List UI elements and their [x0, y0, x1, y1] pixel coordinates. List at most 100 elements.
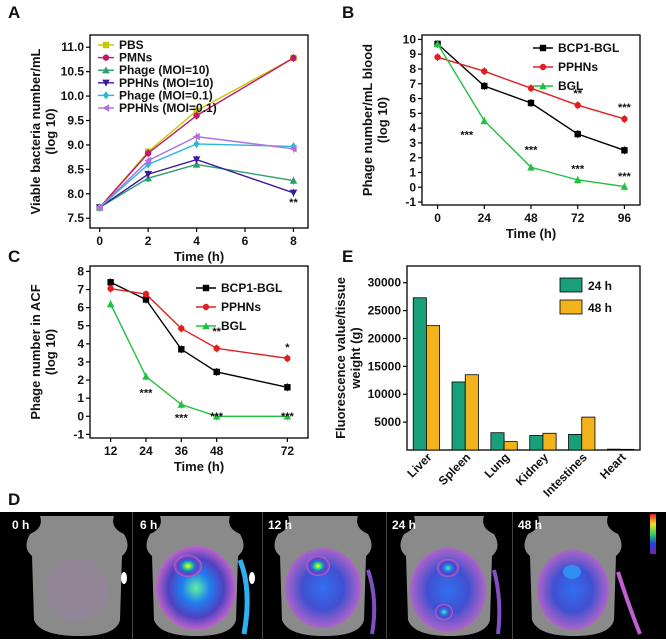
imaging-frame-0h: 0 h	[12, 516, 128, 636]
data-point	[212, 412, 221, 420]
significance-mark: *	[285, 342, 290, 354]
legend-label: BCP1-BGL	[221, 281, 282, 295]
series-line	[99, 163, 294, 209]
x-tick-label: 48	[210, 444, 224, 458]
y-tick-label: 3	[77, 355, 84, 369]
bar	[412, 297, 427, 451]
legend-marker	[102, 91, 110, 100]
y-tick-label: 10.5	[61, 65, 85, 79]
data-point	[290, 54, 297, 62]
data-point	[95, 203, 103, 212]
panel-letter-c: C	[8, 247, 20, 266]
bar	[620, 448, 635, 451]
color-scale-bar	[650, 514, 656, 554]
y-tick-label: 7	[77, 283, 84, 297]
data-point	[284, 355, 291, 362]
legend-marker	[202, 322, 210, 330]
series-line	[99, 57, 294, 208]
data-point	[527, 99, 535, 107]
data-point	[178, 325, 185, 332]
y-axis-title-line: Fluorescence value/tissue	[333, 277, 348, 439]
significance-mark: **	[289, 197, 298, 209]
data-point	[144, 156, 152, 165]
y-axis-title: Phage number/mL blood(log 10)	[360, 44, 390, 196]
significance-mark: ***	[140, 387, 154, 399]
y-tick-label: 9.5	[67, 114, 84, 128]
data-point	[142, 372, 150, 380]
tail-signal	[616, 571, 642, 635]
data-point	[193, 107, 200, 114]
y-tick-label: -1	[405, 195, 416, 209]
legend-marker	[102, 66, 110, 74]
y-tick-label: 8.5	[67, 162, 84, 176]
reference-marker	[249, 572, 255, 584]
imaging-frame-12h: 12 h	[262, 512, 377, 639]
x-tick-label: 0	[96, 234, 103, 248]
y-tick-label: 7.5	[67, 211, 84, 225]
frame-divider	[132, 512, 133, 639]
plot-frame	[89, 34, 309, 229]
y-tick-label: 1	[409, 165, 416, 179]
y-tick-label: 0	[77, 409, 84, 423]
data-point	[573, 176, 582, 184]
significance-mark: ***	[281, 411, 295, 423]
series-line	[99, 143, 294, 209]
bar	[581, 416, 596, 451]
data-point	[107, 279, 114, 286]
imaging-frame-6h: 6 h	[132, 512, 255, 639]
y-tick-label: 4	[409, 121, 416, 135]
data-point	[192, 160, 201, 168]
data-point	[527, 85, 535, 92]
series-line	[99, 158, 294, 209]
y-axis-title-line: Phage number in ACF	[28, 284, 43, 419]
legend-marker	[539, 63, 547, 71]
data-point	[284, 384, 291, 391]
data-point	[107, 285, 114, 292]
data-point	[144, 171, 152, 179]
time-label-24h: 24 h	[392, 518, 416, 532]
legend-marker	[102, 79, 110, 87]
significance-mark: **	[573, 88, 582, 100]
y-axis-title-line: (log 10)	[43, 329, 58, 375]
legend-label: PPHNs	[221, 300, 261, 314]
y-tick-label: 8	[77, 264, 84, 278]
significance-mark: ***	[175, 413, 189, 425]
mouse-silhouette	[26, 516, 128, 636]
mouse-belly-shade	[45, 558, 109, 622]
bar	[529, 435, 544, 451]
y-axis-title-line: (log 10)	[375, 97, 390, 143]
panel-d-imaging-strip: 0 h 6 h 12 h 24 h	[0, 512, 666, 639]
legend-marker	[102, 54, 110, 61]
bar	[451, 381, 466, 451]
fluorescence-hotspot-lower	[435, 604, 453, 620]
chart-a-growth-curves: 7.5 8.0 8.5 9.0 9.5 10.0 10.5 11.0 0 2 4 6 8 Time (h)…	[28, 34, 309, 264]
legend-label: PPHNs (MOI=0.1)	[119, 101, 217, 115]
fluorescence-hotspot	[306, 556, 330, 576]
plot-frame	[421, 34, 641, 206]
data-point	[213, 345, 220, 352]
data-point	[289, 176, 298, 184]
significance-mark: ***	[460, 129, 474, 141]
y-axis-title-line: (log 10)	[43, 108, 58, 154]
data-point	[289, 189, 298, 197]
data-point	[193, 112, 200, 119]
data-point	[283, 412, 292, 420]
panel-letter-d: D	[8, 490, 20, 509]
y-axis-title: Viable bacteria number/mL(log 10)	[28, 48, 58, 214]
plot-frame	[406, 265, 641, 451]
fluorescence-signal	[537, 550, 609, 630]
data-point	[192, 156, 201, 164]
imaging-frame-24h: 24 h	[386, 512, 502, 639]
y-tick-label: 7	[409, 77, 416, 91]
time-label-48h: 48 h	[518, 518, 542, 532]
significance-mark: **	[212, 326, 221, 338]
data-point	[621, 147, 628, 154]
x-tick-label: 24	[139, 444, 153, 458]
legend-label: PMNs	[119, 51, 153, 65]
y-tick-label: 10	[403, 32, 417, 46]
x-tick-label: 72	[571, 211, 585, 225]
legend-label: BCP1-BGL	[558, 41, 619, 55]
